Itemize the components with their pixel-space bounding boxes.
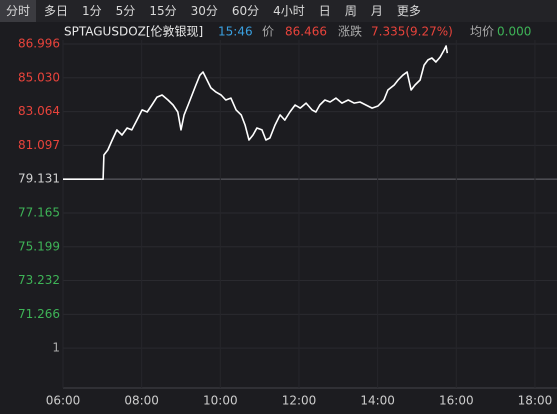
toolbar: 分时 多日 1分 5分 15分 30分 60分 4小时日周月更多 [0, 0, 557, 22]
tab[interactable]: 多日 [44, 4, 69, 18]
tab[interactable]: 日 [318, 4, 331, 18]
avg-label: 均价 [470, 25, 494, 39]
x-tick-label: 12:00 [282, 394, 317, 408]
avg: 0.000 [497, 25, 531, 39]
x-tick-label: 10:00 [203, 394, 238, 408]
time: 15:46 [218, 25, 253, 39]
y-tick-label: 1 [52, 341, 60, 355]
tab[interactable]: 月 [370, 4, 383, 18]
price: 86.466 [285, 25, 327, 39]
tab[interactable]: 5分 [115, 4, 136, 18]
tab[interactable]: 30分 [190, 4, 218, 18]
tab[interactable]: 1分 [82, 4, 102, 18]
tab[interactable]: 4小时 [273, 4, 305, 18]
y-tick-label: 75.199 [18, 239, 60, 253]
symbol: SPTAGUSDOZ[伦敦银现] [64, 24, 203, 39]
y-tick-label: 77.165 [18, 205, 60, 219]
x-tick-label: 16:00 [439, 394, 474, 408]
y-tick-label: 85.030 [18, 70, 60, 84]
change-label: 涨跌 [338, 24, 362, 39]
y-tick-label: 71.266 [18, 307, 60, 321]
y-tick-label: 73.232 [18, 273, 60, 287]
x-tick-label: 08:00 [124, 394, 159, 408]
y-tick-label: 86.996 [18, 37, 60, 51]
y-tick-label: 83.064 [18, 104, 60, 118]
tab[interactable]: 更多 [396, 4, 421, 18]
tab[interactable]: 15分 [149, 4, 177, 18]
y-tick-label: 81.097 [18, 138, 60, 152]
y-tick-label: 79.131 [18, 172, 60, 186]
tab[interactable]: 周 [344, 4, 357, 18]
x-tick-label: 06:00 [46, 394, 81, 408]
tab[interactable]: 60分 [231, 4, 260, 18]
price-label: 价 [262, 25, 274, 39]
change: 7.335(9.27%) [371, 25, 453, 39]
tab[interactable]: 分时 [0, 0, 37, 22]
price-line [63, 45, 449, 180]
x-tick-label: 14:00 [360, 394, 395, 408]
x-tick-label: 18:00 [518, 394, 553, 408]
